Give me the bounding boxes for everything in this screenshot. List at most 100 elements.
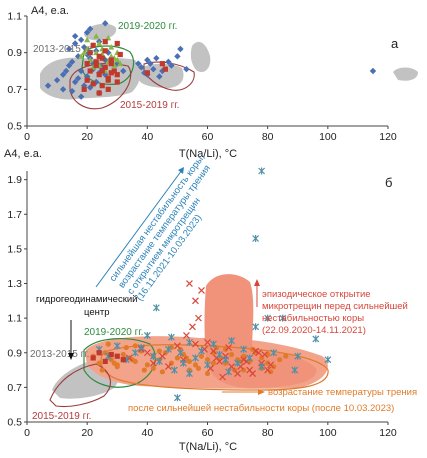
- data-point-16.11.2021-10.03.2023: [177, 349, 184, 357]
- data-point-after-10.03.2023: [228, 351, 235, 358]
- data-point-2015-2019: [96, 90, 102, 96]
- data-point-2019-2020: [105, 34, 112, 41]
- data-point-22.09.2020-14.11.2021: [192, 340, 199, 348]
- data-point-16.11.2021-10.03.2023: [186, 338, 193, 346]
- panel-b-ylabel: A4, е.а.: [4, 148, 42, 160]
- data-point-16.11.2021-10.03.2023: [258, 363, 266, 371]
- data-point-after-10.03.2023: [271, 364, 277, 370]
- data-point-2013-2015: [74, 53, 82, 60]
- x-tick-label: 40: [141, 427, 153, 439]
- data-point-after-10.03.2023: [241, 353, 247, 359]
- data-point-after-10.03.2023: [265, 360, 271, 366]
- data-point-16.11.2021-10.03.2023: [279, 314, 287, 322]
- y-tick-label: 1.1: [7, 11, 22, 23]
- data-point-2013-2015: [71, 40, 79, 47]
- y-tick-label: 1.3: [7, 278, 22, 290]
- data-point-22.09.2020-14.11.2021: [204, 338, 211, 346]
- data-point-16.11.2021-10.03.2023: [252, 323, 260, 331]
- data-point-22.09.2020-14.11.2021: [189, 323, 196, 331]
- data-point-16.11.2021-10.03.2023: [198, 347, 205, 355]
- data-point-after-10.03.2023: [96, 360, 102, 366]
- data-point-22.09.2020-14.11.2021: [267, 361, 275, 369]
- data-point-2015-2019: [87, 50, 93, 56]
- data-point-2013-2015: [53, 76, 61, 84]
- data-point-16.11.2021-10.03.2023: [258, 167, 266, 175]
- data-point-16.11.2021-10.03.2023: [270, 349, 278, 357]
- panel-a-xlabel: T(Na/Li), °C: [179, 148, 237, 160]
- data-point-2013-2015: [147, 60, 154, 67]
- data-point-2019-2020: [93, 32, 100, 39]
- data-point-2013-2015: [135, 60, 142, 67]
- data-point-2013-2015: [156, 73, 163, 80]
- data-point-16.11.2021-10.03.2023: [173, 394, 181, 402]
- data-point-2015-2019: [114, 353, 120, 359]
- data-point-2015-2019: [102, 358, 108, 365]
- data-point-2015-2019: [84, 77, 90, 83]
- y-tick-label: 0.5: [7, 121, 22, 133]
- data-point-2015-2019: [120, 357, 126, 363]
- data-point-after-10.03.2023: [132, 343, 138, 349]
- data-point-2013-2015: [44, 82, 52, 89]
- data-point-after-10.03.2023: [195, 365, 202, 371]
- data-point-16.11.2021-10.03.2023: [246, 354, 254, 362]
- panel-b-xlabel: T(Na/Li), °C: [179, 441, 237, 453]
- data-point-2013-2015: [144, 56, 151, 64]
- data-point-22.09.2020-14.11.2021: [186, 280, 193, 287]
- data-point-after-10.03.2023: [168, 344, 174, 351]
- data-point-after-10.03.2023: [277, 357, 283, 363]
- x-tick-label: 80: [262, 427, 274, 439]
- data-point-after-10.03.2023: [141, 367, 147, 373]
- red-arrow-head: [254, 279, 260, 286]
- data-point-2015-2019: [108, 61, 114, 67]
- data-point-2013-2015: [174, 53, 181, 60]
- data-point-2013-2015: [71, 32, 79, 40]
- data-point-2015-2019: [114, 72, 120, 78]
- data-point-16.11.2021-10.03.2023: [222, 356, 229, 364]
- data-point-after-10.03.2023: [99, 367, 105, 373]
- data-point-16.11.2021-10.03.2023: [228, 337, 235, 345]
- data-point-16.11.2021-10.03.2023: [149, 352, 157, 360]
- data-point-16.11.2021-10.03.2023: [216, 350, 223, 358]
- data-point-16.11.2021-10.03.2023: [252, 235, 260, 243]
- y-tick-label: 0.7: [7, 382, 22, 394]
- data-point-after-10.03.2023: [204, 357, 211, 363]
- label-2013-2015-a: 2013-2015 гг.: [33, 44, 92, 55]
- outline-after-10032023: [100, 344, 329, 391]
- chart-panel-a: 0 20 40 60 80 100 120 0.5 0.7 0.9 1.1 A4, е.а. T(N…: [7, 5, 418, 160]
- y-tick-label: 1.5: [7, 243, 22, 255]
- data-point-22.09.2020-14.11.2021: [192, 297, 199, 305]
- data-point-after-10.03.2023: [250, 346, 256, 352]
- data-point-2013-2015: [183, 65, 190, 73]
- y-tick-label: 0.5: [7, 417, 22, 429]
- data-point-22.09.2020-14.11.2021: [249, 370, 257, 377]
- data-point-16.11.2021-10.03.2023: [225, 368, 232, 376]
- label-2013-2015-b: 2013-2015 гг.: [30, 349, 89, 360]
- data-point-2013-2015: [68, 87, 76, 95]
- data-point-2019-2020: [81, 49, 88, 56]
- data-point-22.09.2020-14.11.2021: [219, 373, 226, 381]
- data-point-16.11.2021-10.03.2023: [312, 335, 320, 343]
- data-point-2013-2015: [83, 29, 91, 36]
- data-point-16.11.2021-10.03.2023: [131, 349, 139, 357]
- panel-b-letter: б: [385, 175, 392, 190]
- data-point-2013-2015: [77, 36, 85, 44]
- data-point-2019-2020: [96, 40, 103, 46]
- data-point-2019-2020: [108, 43, 115, 50]
- data-point-2015-2019: [87, 68, 93, 74]
- data-point-after-10.03.2023: [192, 362, 199, 368]
- data-point-22.09.2020-14.11.2021: [228, 363, 235, 371]
- data-point-16.11.2021-10.03.2023: [192, 354, 199, 362]
- panel-a-points: [44, 20, 377, 100]
- data-point-2015-2019: [159, 61, 165, 67]
- data-point-2013-2015: [120, 67, 127, 75]
- data-point-16.11.2021-10.03.2023: [294, 352, 302, 360]
- red-text-line2: микротрещин перед сильнейшей: [262, 301, 408, 312]
- region-22092020-upper: [204, 274, 317, 388]
- data-point-2015-2019: [96, 72, 102, 78]
- data-point-2019-2020: [108, 53, 115, 59]
- x-tick-label: 80: [262, 131, 274, 143]
- data-point-2015-2019: [96, 350, 102, 356]
- data-point-2019-2020: [117, 60, 124, 67]
- data-point-2013-2015: [77, 93, 85, 100]
